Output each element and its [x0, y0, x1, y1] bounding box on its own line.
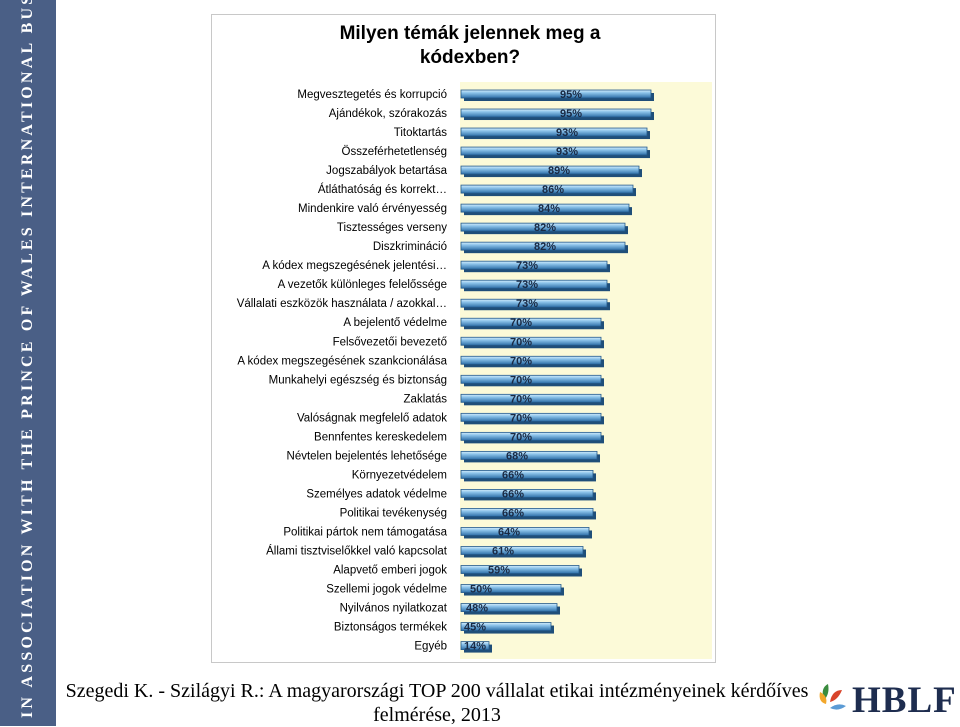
- category-label: Diszkrimináció: [373, 241, 447, 253]
- bar: [460, 393, 602, 403]
- category-label: Környezetvédelem: [352, 469, 447, 481]
- category-label: Politikai pártok nem támogatása: [283, 526, 447, 538]
- bar: [460, 336, 602, 346]
- bar: [460, 127, 648, 137]
- data-label: 86%: [542, 184, 564, 196]
- data-label: 82%: [534, 241, 556, 253]
- data-label: 95%: [560, 89, 582, 101]
- data-label: 93%: [556, 146, 578, 158]
- hblf-logo: HBLF: [816, 680, 957, 721]
- bar: [460, 260, 608, 270]
- category-label: Nyilvános nyilatkozat: [340, 603, 448, 615]
- bar: [460, 622, 552, 631]
- category-label: Munkahelyi egészség és biztonság: [269, 374, 447, 386]
- category-label: A vezetők különleges felelőssége: [278, 279, 447, 291]
- category-label: Mindenkire való érvényesség: [298, 203, 447, 215]
- bar: [460, 508, 594, 517]
- category-label: Bennfentes kereskedelem: [314, 431, 447, 443]
- bar: [460, 565, 580, 574]
- data-label: 73%: [516, 298, 538, 310]
- category-label: Személyes adatok védelme: [306, 488, 447, 500]
- category-label: Névtelen bejelentés lehetősége: [287, 450, 447, 462]
- footer-caption: Szegedi K. - Szilágyi R.: A magyarország…: [65, 680, 809, 726]
- data-label: 95%: [560, 108, 582, 120]
- category-label: Állami tisztviselőkkel való kapcsolat: [266, 544, 448, 557]
- data-label: 70%: [510, 374, 532, 386]
- data-label: 48%: [466, 603, 488, 615]
- bar: [460, 355, 602, 365]
- category-label: Átláthatóság és korrekt…: [318, 183, 447, 196]
- category-label: Zaklatás: [404, 393, 448, 405]
- category-label: A kódex megszegésének jelentési…: [262, 260, 447, 272]
- data-label: 64%: [498, 526, 520, 538]
- data-label: 70%: [510, 412, 532, 424]
- bar: [460, 203, 630, 213]
- bar: [460, 279, 608, 289]
- bar: [460, 165, 640, 175]
- plot-area: [460, 82, 712, 659]
- data-label: 70%: [510, 355, 532, 367]
- data-label: 68%: [506, 450, 528, 462]
- data-label: 45%: [464, 622, 486, 634]
- bar: [460, 489, 594, 498]
- data-label: 73%: [516, 279, 538, 291]
- bar: [460, 184, 634, 194]
- category-label: A bejelentő védelme: [343, 317, 447, 329]
- bar: [460, 546, 584, 555]
- data-label: 70%: [510, 393, 532, 405]
- bar: [460, 146, 648, 156]
- bar: [460, 374, 602, 384]
- bars-layer: Megvesztegetés és korrupció 95% Ajándékok,…: [237, 89, 654, 653]
- category-label: Vállalati eszközök használata / azokkal…: [237, 298, 447, 310]
- bar: [460, 641, 490, 650]
- data-label: 61%: [492, 545, 514, 557]
- category-label: Jogszabályok betartása: [326, 165, 447, 177]
- bar: [460, 431, 602, 441]
- bar: [460, 222, 626, 232]
- bar: [460, 450, 598, 460]
- data-label: 70%: [510, 317, 532, 329]
- category-label: Tisztességes verseny: [337, 222, 447, 234]
- data-label: 84%: [538, 203, 560, 215]
- data-label: 70%: [510, 336, 532, 348]
- logo-mark-icon: [819, 684, 846, 710]
- data-label: 82%: [534, 222, 556, 234]
- data-label: 89%: [548, 165, 570, 177]
- category-label: Titoktartás: [394, 127, 448, 139]
- category-label: A kódex megszegésének szankcionálása: [237, 355, 447, 367]
- category-label: Biztonságos termékek: [334, 622, 447, 634]
- category-label: Összeférhetetlenség: [342, 146, 447, 158]
- data-label: 93%: [556, 127, 578, 139]
- data-label: 70%: [510, 431, 532, 443]
- chart-title: Milyen témák jelennek meg a kódexben?: [339, 23, 601, 68]
- category-label: Szellemi jogok védelme: [326, 584, 447, 596]
- category-label: Felsővezetői bevezető: [333, 336, 447, 348]
- bar: [460, 298, 608, 308]
- bar: [460, 317, 602, 327]
- data-label: 66%: [502, 488, 524, 500]
- category-label: Valóságnak megfelelő adatok: [297, 412, 447, 424]
- bar: [460, 241, 626, 251]
- data-label: 50%: [470, 584, 492, 596]
- data-label: 66%: [502, 507, 524, 519]
- bar: [460, 527, 590, 536]
- category-label: Politikai tevékenység: [340, 507, 447, 519]
- bar: [460, 108, 652, 118]
- category-label: Megvesztegetés és korrupció: [297, 89, 447, 101]
- logo-text: HBLF: [852, 680, 957, 721]
- data-label: 73%: [516, 260, 538, 272]
- sidebar-banner: IN ASSOCIATION WITH THE PRINCE OF WALES …: [0, 0, 56, 726]
- bar: [460, 412, 602, 422]
- category-label: Alapvető emberi jogok: [333, 565, 447, 577]
- data-label: 59%: [488, 565, 510, 577]
- bar: [460, 603, 558, 612]
- bar: [460, 89, 652, 99]
- bar: [460, 469, 594, 479]
- bar: [460, 584, 562, 593]
- category-label: Egyéb: [414, 641, 447, 653]
- data-label: 14%: [464, 641, 486, 653]
- data-label: 66%: [502, 469, 524, 481]
- category-label: Ajándékok, szórakozás: [329, 108, 448, 120]
